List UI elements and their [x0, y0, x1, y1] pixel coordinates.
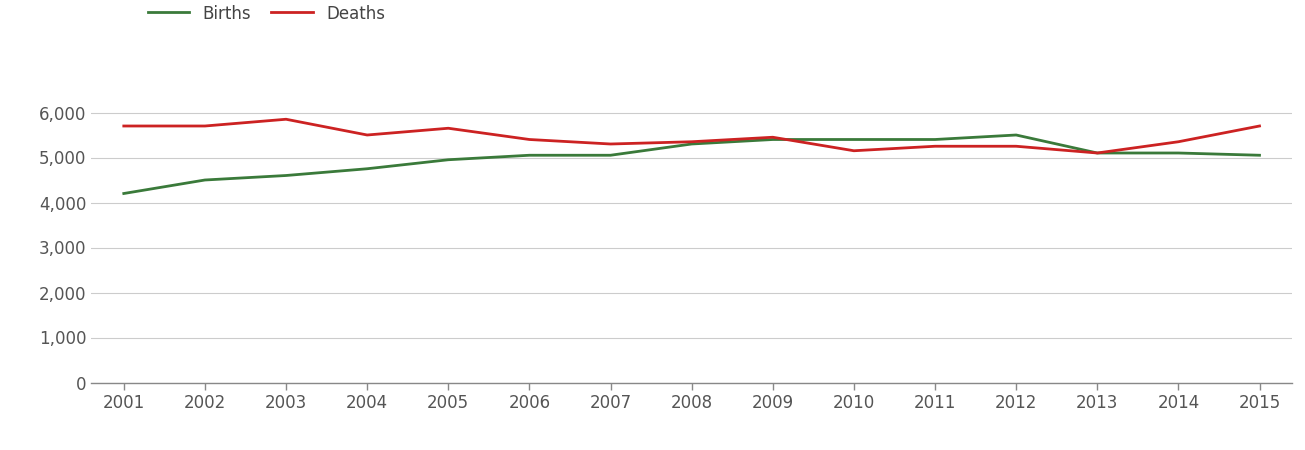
Births	[1171, 150, 1186, 156]
Line: Births: Births	[124, 135, 1259, 194]
Births	[846, 137, 861, 142]
Births	[197, 177, 213, 183]
Births	[684, 141, 699, 147]
Births	[359, 166, 375, 171]
Births	[116, 191, 132, 196]
Births	[278, 173, 294, 178]
Births	[1090, 150, 1105, 156]
Deaths	[359, 132, 375, 138]
Deaths	[684, 139, 699, 144]
Deaths	[1090, 150, 1105, 156]
Legend: Births, Deaths: Births, Deaths	[147, 5, 385, 23]
Deaths	[116, 123, 132, 129]
Births	[927, 137, 942, 142]
Line: Deaths: Deaths	[124, 119, 1259, 153]
Deaths	[1009, 144, 1024, 149]
Deaths	[522, 137, 538, 142]
Deaths	[278, 117, 294, 122]
Deaths	[197, 123, 213, 129]
Deaths	[1171, 139, 1186, 144]
Deaths	[441, 126, 457, 131]
Births	[1009, 132, 1024, 138]
Births	[765, 137, 780, 142]
Births	[441, 157, 457, 162]
Births	[603, 153, 619, 158]
Deaths	[1251, 123, 1267, 129]
Deaths	[765, 135, 780, 140]
Births	[1251, 153, 1267, 158]
Deaths	[603, 141, 619, 147]
Deaths	[927, 144, 942, 149]
Deaths	[846, 148, 861, 153]
Births	[522, 153, 538, 158]
